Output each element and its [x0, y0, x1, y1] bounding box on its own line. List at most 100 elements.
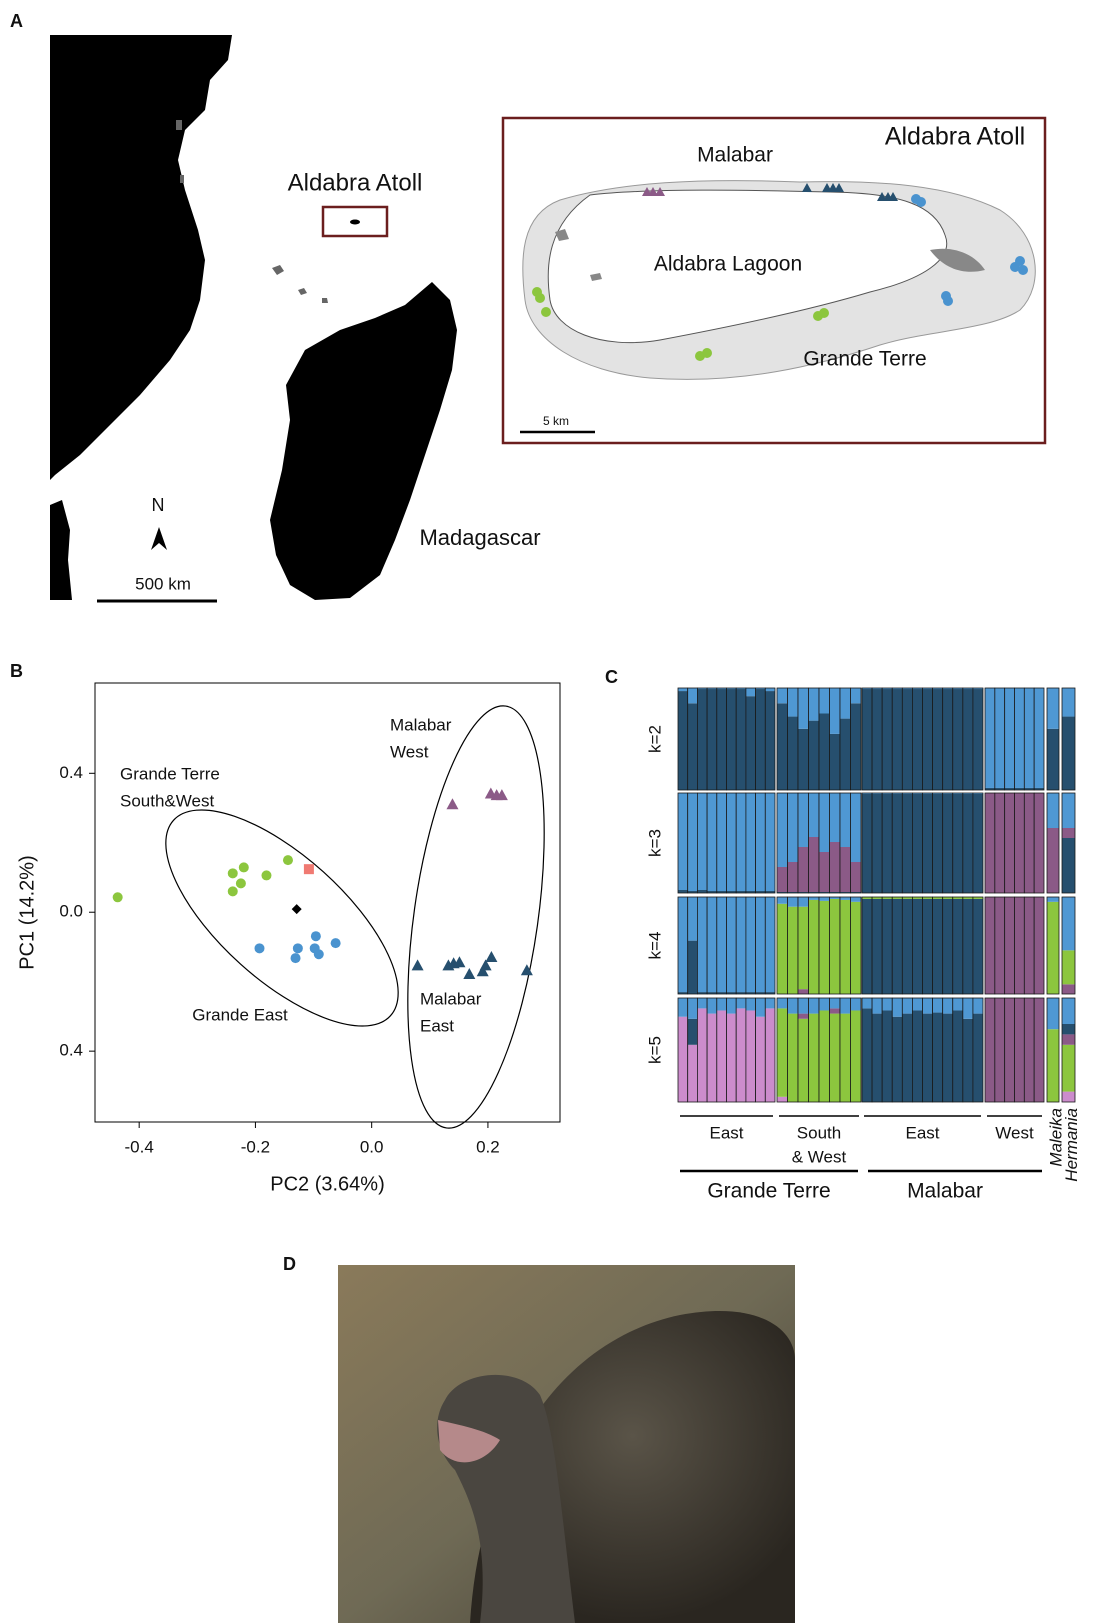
admixture-segment	[1062, 897, 1075, 950]
admixture-segment	[862, 998, 872, 1008]
plot-frame	[95, 683, 560, 1122]
admixture-segment	[840, 1014, 851, 1102]
admixture-segment	[851, 862, 862, 892]
admixture-segment	[953, 998, 963, 1010]
admixture-segment	[1005, 793, 1015, 893]
admixture-segment	[851, 998, 862, 1010]
x-tick-label: 0.2	[476, 1137, 500, 1156]
admixture-segment	[1015, 793, 1025, 893]
group-label: South	[797, 1123, 841, 1142]
admixture-segment	[777, 1097, 788, 1102]
row-label: k=4	[645, 932, 664, 960]
admixture-segment	[788, 998, 799, 1014]
point	[293, 943, 303, 953]
admixture-segment	[1062, 998, 1075, 1024]
admixture-segment	[892, 689, 902, 790]
admixture-segment	[963, 1019, 973, 1102]
admixture-segment	[912, 1010, 922, 1102]
admixture-segment	[912, 689, 922, 790]
admixture-segment	[678, 998, 688, 1017]
admixture-segment	[707, 998, 717, 1014]
admixture-segment	[756, 793, 766, 891]
admixture-segment	[777, 897, 788, 904]
admixture-segment	[727, 1014, 737, 1102]
admixture-segment	[688, 703, 698, 790]
admixture-segment	[788, 907, 799, 994]
admixture-segment	[798, 793, 809, 847]
admixture-segment	[777, 688, 788, 703]
admixture-segment	[809, 897, 820, 900]
point	[485, 951, 497, 962]
admixture-segment	[777, 793, 788, 867]
group-label: Hermania	[1062, 1108, 1081, 1182]
admixture-segment	[973, 689, 983, 790]
admixture-segment	[756, 897, 766, 992]
admixture-segment	[765, 897, 775, 992]
map-label: Grande Terre	[803, 348, 926, 371]
map-label: Aldabra Lagoon	[654, 253, 802, 276]
admixture-segment	[1034, 998, 1044, 1102]
admixture-segment	[697, 1008, 707, 1102]
admixture-segment	[756, 1017, 766, 1102]
admixture-segment	[1024, 897, 1034, 994]
admixture-segment	[1047, 998, 1059, 1029]
admixture-segment	[765, 793, 775, 891]
admixture-segment	[809, 900, 820, 994]
row-label: k=3	[645, 829, 664, 857]
point	[228, 886, 238, 896]
admixture-segment	[840, 847, 851, 892]
admixture-segment	[995, 688, 1005, 788]
admixture-segment	[1062, 688, 1075, 717]
admixture-segment	[819, 793, 830, 852]
panel-label: A	[10, 11, 23, 31]
cluster-ellipse	[385, 697, 567, 1136]
admixture-segment	[973, 1014, 983, 1102]
admixture-segment	[1034, 793, 1044, 893]
admixture-segment	[727, 897, 737, 992]
admixture-segment	[777, 703, 788, 790]
admixture-segment	[830, 899, 841, 994]
admixture-segment	[1047, 729, 1059, 790]
admixture-segment	[707, 689, 717, 790]
admixture-segment	[963, 998, 973, 1019]
admixture-segment	[678, 688, 688, 691]
admixture-segment	[788, 897, 799, 907]
admixture-segment	[840, 688, 851, 719]
admixture-segment	[746, 1010, 756, 1102]
admixture-segment	[851, 1010, 862, 1102]
x-tick-label: -0.4	[125, 1137, 154, 1156]
admixture-segment	[953, 689, 963, 790]
admixture-segment	[862, 899, 872, 994]
admixture-segment	[707, 793, 717, 891]
admixture-segment	[985, 688, 995, 788]
admixture-segment	[809, 837, 820, 892]
admixture-segment	[830, 734, 841, 790]
admixture-segment	[1062, 1024, 1075, 1034]
admixture-segment	[819, 714, 830, 791]
admixture-segment	[943, 794, 953, 893]
admixture-segment	[765, 688, 775, 691]
admixture-segment	[788, 862, 799, 892]
admixture-segment	[798, 897, 809, 907]
admixture-segment	[809, 998, 820, 1014]
admixture-segment	[697, 689, 707, 790]
admixture-segment	[985, 793, 995, 893]
admixture-segment	[953, 794, 963, 893]
admixture-segment	[1015, 688, 1025, 788]
admixture-segment	[872, 794, 882, 893]
admixture-segment	[872, 899, 882, 994]
point	[304, 864, 314, 874]
point	[446, 798, 458, 809]
point	[261, 870, 271, 880]
admixture-segment	[788, 688, 799, 717]
madagascar-shape	[270, 282, 457, 600]
atoll-dot	[350, 220, 360, 225]
admixture-segment	[746, 897, 756, 992]
point	[283, 855, 293, 865]
admixture-segment	[1062, 984, 1075, 994]
admixture-segment	[1024, 688, 1034, 788]
admixture-segment	[697, 890, 707, 893]
admixture-segment	[1047, 828, 1059, 893]
admixture-segment	[756, 998, 766, 1017]
admixture-segment	[923, 794, 933, 893]
